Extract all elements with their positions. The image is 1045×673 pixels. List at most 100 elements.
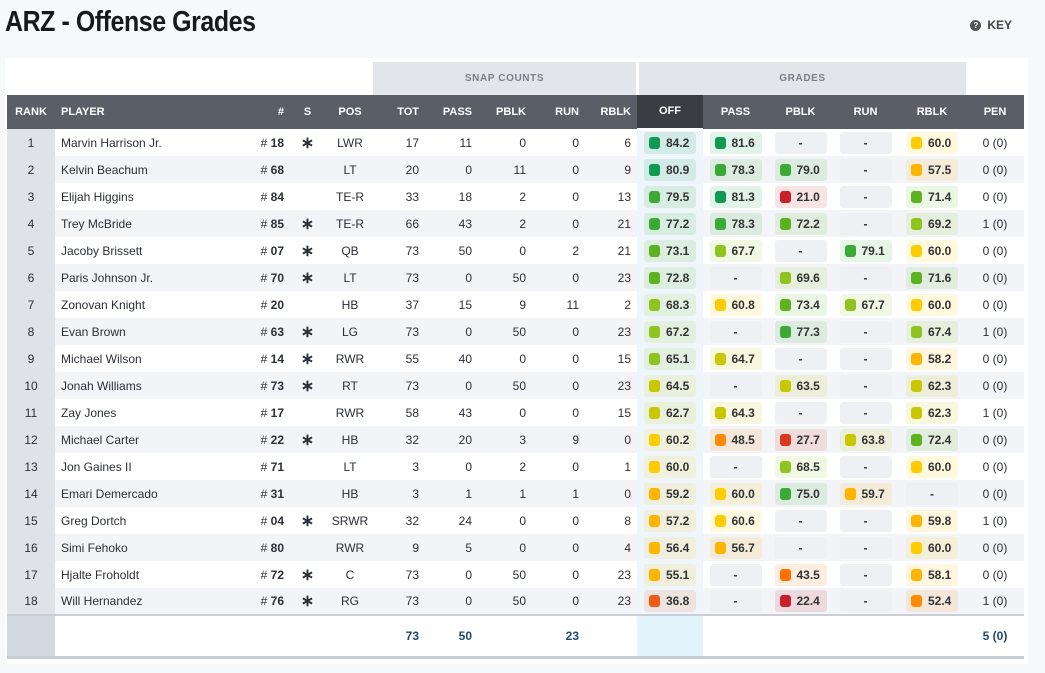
rank: 7 xyxy=(7,291,55,318)
position: TE-R xyxy=(336,189,364,204)
snaps-pblk: 0 xyxy=(519,351,526,366)
snaps-rblk: 4 xyxy=(585,534,637,561)
column-header-pass-grade[interactable]: PASS xyxy=(703,95,768,129)
grade-badge: 59.2 xyxy=(644,482,696,505)
snaps-run: 9 xyxy=(532,426,585,453)
grade-badge: 27.7 xyxy=(774,428,827,451)
grade-badge: 60.0 xyxy=(906,131,958,154)
column-header-pass[interactable]: PASS xyxy=(425,95,478,129)
player-name[interactable]: Jacoby Brissett xyxy=(61,243,143,258)
snaps-run: 0 xyxy=(532,534,585,561)
asterisk-icon: ∗ xyxy=(300,242,315,260)
asterisk-icon: ∗ xyxy=(300,215,315,233)
grade-badge: 68.3 xyxy=(644,293,696,316)
column-header-starter[interactable]: S xyxy=(290,95,325,129)
grade-off: 65.1 xyxy=(637,345,703,372)
grade-off: 62.7 xyxy=(637,399,703,426)
player-name[interactable]: Paris Johnson Jr. xyxy=(55,264,250,291)
grade-pblk: 27.7 xyxy=(768,426,833,453)
grade-badge: 64.5 xyxy=(644,374,696,397)
grade-badge: - xyxy=(839,590,892,612)
player-name[interactable]: Zay Jones xyxy=(61,405,117,420)
column-header-pen[interactable]: PEN xyxy=(966,95,1024,129)
player-name[interactable]: Michael Wilson xyxy=(61,351,142,366)
snaps-rblk: 23 xyxy=(585,372,637,399)
player-name[interactable]: Will Hernandez xyxy=(55,588,250,615)
rank: 9 xyxy=(7,345,55,372)
grade-badge: - xyxy=(839,131,892,154)
grade-badge: - xyxy=(839,185,892,208)
snaps-rblk: 23 xyxy=(617,567,631,582)
column-header-off-grade[interactable]: OFF xyxy=(637,95,703,131)
grade-badge: 78.3 xyxy=(709,212,762,235)
snaps-run: 0 xyxy=(572,189,579,204)
player-name[interactable]: Emari Demercado xyxy=(55,480,250,507)
snaps-pblk: 50 xyxy=(512,567,526,582)
player-name[interactable]: Hjalte Froholdt xyxy=(61,567,140,582)
grade-color-icon xyxy=(649,541,660,554)
snaps-rblk: 15 xyxy=(617,405,631,420)
grade-pass: - xyxy=(703,318,768,345)
group-header-snap-counts: SNAP COUNTS xyxy=(373,62,636,95)
column-header-run[interactable]: RUN xyxy=(532,95,585,129)
column-header-tot[interactable]: TOT xyxy=(375,95,425,129)
column-header-rank[interactable]: RANK xyxy=(7,95,55,129)
asterisk-icon: ∗ xyxy=(300,350,315,368)
column-header-pblk[interactable]: PBLK xyxy=(478,95,532,129)
snaps-pass: 0 xyxy=(425,372,478,399)
grade-badge: 60.0 xyxy=(906,239,958,262)
grade-color-icon xyxy=(649,514,660,527)
player-name[interactable]: Jon Gaines II xyxy=(61,459,132,474)
key-label: KEY xyxy=(987,18,1012,32)
rank: 6 xyxy=(7,264,55,291)
penalties: 1 (0) xyxy=(966,318,1024,345)
table-row: 17 Hjalte Froholdt # 72 ∗ C 73 0 50 0 23 55.1-… xyxy=(7,561,1024,588)
asterisk-icon: ∗ xyxy=(300,323,315,341)
rank: 3 xyxy=(7,183,55,210)
snaps-tot: 3 xyxy=(412,459,419,474)
grade-off: 64.5 xyxy=(637,372,703,399)
grade-pass: 60.8 xyxy=(703,291,768,318)
snaps-rblk: 2 xyxy=(624,297,631,312)
player-name[interactable]: Zonovan Knight xyxy=(61,297,146,312)
grade-rblk: 60.0 xyxy=(898,534,966,561)
position: LT xyxy=(325,156,375,183)
grade-color-icon xyxy=(844,298,856,311)
table-row: 18 Will Hernandez # 76 ∗ RG 73 0 50 0 23 36.8-… xyxy=(7,588,1024,615)
snaps-tot: 17 xyxy=(405,135,419,150)
grade-color-icon xyxy=(779,487,791,500)
grade-color-icon xyxy=(911,244,922,257)
player-name[interactable]: Marvin Harrison Jr. xyxy=(61,135,162,150)
key-button[interactable]: ? KEY xyxy=(970,18,1012,32)
grade-badge: 55.1 xyxy=(644,563,696,586)
snaps-run: 0 xyxy=(532,264,585,291)
player-name[interactable]: Elijah Higgins xyxy=(61,189,134,204)
snaps-rblk: 0 xyxy=(585,480,637,507)
player-name[interactable]: Jonah Williams xyxy=(55,372,250,399)
grade-pblk: - xyxy=(768,534,833,561)
player-name[interactable]: Trey McBride xyxy=(55,210,250,237)
column-header-rblk-grade[interactable]: RBLK xyxy=(898,95,966,129)
column-header-pos[interactable]: POS xyxy=(325,95,375,129)
grade-pass: 78.3 xyxy=(703,210,768,237)
column-header-pblk-grade[interactable]: PBLK xyxy=(768,95,833,129)
grade-pblk: 22.4 xyxy=(768,588,833,615)
column-header-rblk[interactable]: RBLK xyxy=(585,95,637,129)
player-name[interactable]: Simi Fehoko xyxy=(55,534,250,561)
grade-badge: 77.2 xyxy=(644,212,696,235)
column-header-run-grade[interactable]: RUN xyxy=(833,95,898,129)
column-header-number[interactable]: # xyxy=(250,95,290,129)
grade-badge: 58.2 xyxy=(906,347,958,370)
player-name[interactable]: Michael Carter xyxy=(55,426,250,453)
grade-color-icon xyxy=(649,271,660,284)
player-name[interactable]: Kelvin Beachum xyxy=(55,156,250,183)
grade-color-icon xyxy=(714,433,726,446)
help-icon: ? xyxy=(970,19,982,31)
column-header-player[interactable]: PLAYER xyxy=(55,95,250,129)
grade-off: 72.8 xyxy=(637,264,703,291)
snaps-tot: 73 xyxy=(375,318,425,345)
player-name[interactable]: Evan Brown xyxy=(55,318,250,345)
player-name[interactable]: Greg Dortch xyxy=(61,513,127,528)
grade-color-icon xyxy=(911,568,922,581)
rank: 13 xyxy=(7,453,55,480)
